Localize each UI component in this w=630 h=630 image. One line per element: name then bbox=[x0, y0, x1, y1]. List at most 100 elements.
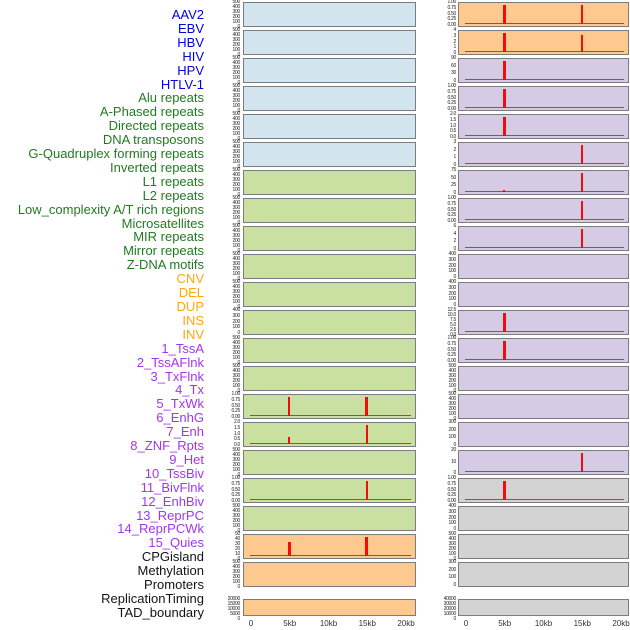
y-tick-label: 400 bbox=[232, 228, 241, 234]
y-tick-label: 400 bbox=[448, 536, 457, 542]
y-tick-label: 50 bbox=[235, 531, 240, 537]
signal-spike bbox=[580, 228, 583, 248]
track-label: INV bbox=[182, 326, 204, 342]
y-tick-label: 0 bbox=[237, 330, 241, 336]
signal-spike bbox=[365, 536, 369, 556]
signal-baseline bbox=[465, 106, 624, 108]
y-tick-label: 20000 bbox=[443, 606, 457, 612]
track-panel bbox=[458, 86, 629, 111]
y-tick-label: 100 bbox=[232, 215, 241, 221]
track-panel bbox=[243, 282, 416, 307]
y-tick-label: 500 bbox=[232, 559, 241, 565]
signal-spike bbox=[366, 480, 368, 500]
y-tick-label: 300 bbox=[448, 284, 457, 291]
track-panel bbox=[243, 226, 416, 251]
y-tick-label: 500 bbox=[448, 363, 457, 369]
track-panel bbox=[243, 394, 416, 419]
track-label: 4_Tx bbox=[175, 382, 204, 398]
y-tick-label: 400 bbox=[232, 340, 241, 346]
y-tick-label: 200 bbox=[232, 378, 241, 384]
y-tick-label: 200 bbox=[232, 210, 241, 216]
track-panel bbox=[458, 394, 629, 419]
y-tick-label: 100 bbox=[232, 187, 241, 193]
y-tick-label: 0 bbox=[453, 50, 457, 56]
signal-spike bbox=[502, 60, 506, 80]
y-tick-label: 0.5 bbox=[233, 436, 240, 443]
y-tick-label: 0.25 bbox=[447, 352, 456, 359]
track-label: Promoters bbox=[144, 577, 204, 593]
y-axis-ticks: 1.00 0.75 0.50 0.25 0.00 bbox=[420, 336, 456, 364]
y-tick-label: 2.0 bbox=[449, 111, 456, 117]
y-tick-label: 0 bbox=[237, 304, 241, 310]
signal-spike bbox=[580, 172, 583, 192]
signal-spike bbox=[580, 144, 583, 164]
track-label: Alu repeats bbox=[138, 90, 204, 106]
y-tick-label: 300 bbox=[232, 289, 241, 295]
y-tick-label: 400 bbox=[232, 368, 241, 374]
track-label: CNV bbox=[176, 271, 204, 287]
track-label: Z-DNA motifs bbox=[126, 257, 204, 273]
track-panel bbox=[458, 30, 629, 55]
track-panel bbox=[458, 226, 629, 251]
track-label: HPV bbox=[177, 62, 204, 78]
y-tick-label: 200 bbox=[448, 378, 457, 384]
y-tick-label: 100 bbox=[232, 271, 241, 277]
track-label: 10_TssBiv bbox=[144, 465, 204, 481]
y-tick-label: 0 bbox=[237, 164, 241, 170]
y-axis-ticks: 500 400 300 200 100 0 bbox=[206, 27, 241, 58]
y-tick-label: 100 bbox=[232, 131, 241, 137]
y-tick-label: 400 bbox=[448, 368, 457, 374]
y-tick-label: 1.00 bbox=[447, 195, 456, 201]
y-tick-label: 100 bbox=[448, 434, 457, 441]
y-tick-label: 100 bbox=[232, 579, 241, 585]
signal-spike bbox=[365, 424, 368, 444]
signal-baseline bbox=[465, 330, 624, 332]
y-tick-label: 200 bbox=[232, 42, 241, 48]
y-tick-label: 500 bbox=[232, 0, 241, 5]
y-tick-label: 400 bbox=[232, 307, 241, 313]
y-tick-label: 400 bbox=[232, 116, 241, 122]
y-tick-label: 100 bbox=[448, 574, 457, 581]
y-tick-label: 0 bbox=[237, 276, 241, 282]
y-tick-label: 5.0 bbox=[449, 322, 456, 328]
y-tick-label: 7.5 bbox=[449, 317, 456, 323]
y-tick-label: 500 bbox=[232, 83, 241, 89]
y-tick-label: 100 bbox=[232, 324, 241, 331]
y-axis-ticks: 1.00 0.75 0.50 0.25 0.00 bbox=[420, 0, 456, 28]
y-tick-label: 300 bbox=[232, 205, 241, 211]
track-label: A-Phased repeats bbox=[99, 104, 204, 120]
y-tick-label: 200 bbox=[448, 514, 457, 521]
y-tick-label: 100 bbox=[448, 383, 457, 389]
y-tick-label: 300 bbox=[232, 233, 241, 239]
track-label: Microsatellites bbox=[121, 215, 204, 231]
y-tick-label: 0 bbox=[453, 189, 457, 196]
track-panel bbox=[243, 534, 416, 559]
y-tick-label: 1.5 bbox=[233, 424, 240, 431]
y-tick-label: 0 bbox=[237, 52, 241, 58]
y-tick-label: 0 bbox=[453, 77, 457, 84]
y-tick-label: 500 bbox=[448, 391, 457, 397]
y-axis-ticks: 1.00 0.75 0.50 0.25 0.00 bbox=[420, 196, 456, 224]
y-tick-label: 100 bbox=[448, 411, 457, 417]
y-tick-label: 400 bbox=[232, 144, 241, 150]
y-tick-label: 0.75 bbox=[447, 340, 456, 347]
y-tick-label: 0.50 bbox=[447, 10, 456, 17]
y-tick-label: 0.00 bbox=[447, 498, 456, 504]
y-tick-label: 100 bbox=[232, 467, 241, 473]
y-axis-ticks: 1.00 0.75 0.50 0.25 0.00 bbox=[206, 476, 240, 504]
y-tick-label: 200 bbox=[232, 266, 241, 272]
track-panel bbox=[243, 366, 416, 391]
y-tick-label: 500 bbox=[232, 27, 241, 33]
y-tick-label: 0 bbox=[453, 302, 457, 308]
y-tick-label: 300 bbox=[232, 261, 241, 267]
y-tick-label: 100 bbox=[232, 75, 241, 81]
y-tick-label: 3 bbox=[453, 32, 457, 39]
y-tick-label: 0 bbox=[453, 388, 457, 394]
y-tick-label: 400 bbox=[232, 508, 241, 514]
y-tick-label: 500 bbox=[232, 195, 241, 201]
y-tick-label: 10 bbox=[451, 458, 456, 465]
track-panel bbox=[458, 282, 629, 307]
y-tick-label: 100 bbox=[232, 299, 241, 305]
y-tick-label: 1.00 bbox=[231, 391, 240, 397]
y-tick-label: 0.75 bbox=[447, 88, 456, 95]
